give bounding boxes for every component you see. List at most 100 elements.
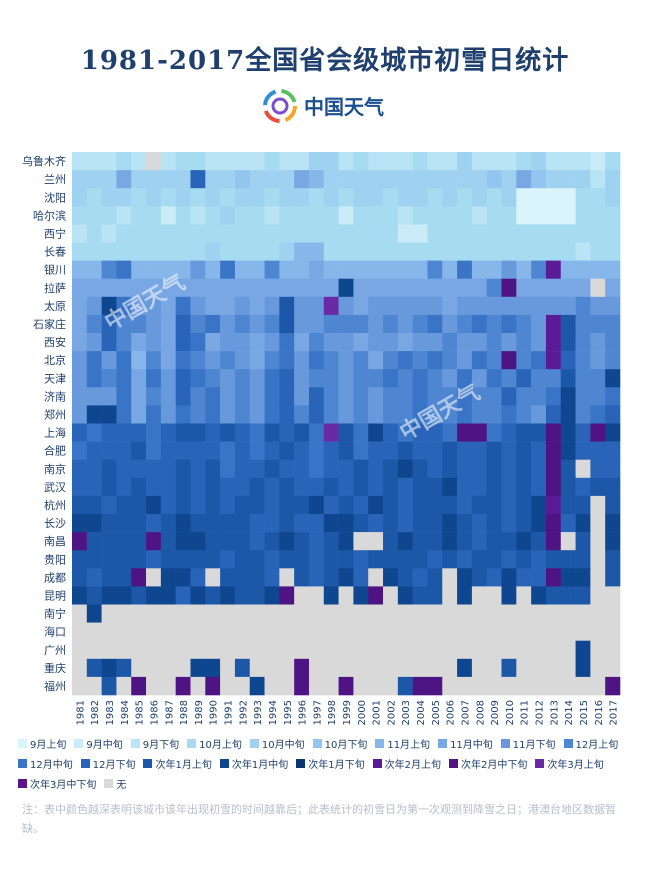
heatmap-cell: [605, 351, 621, 370]
heatmap-cell: [175, 170, 191, 189]
heatmap-cell: [72, 369, 88, 388]
heatmap-cell: [471, 152, 487, 171]
heatmap-cell: [338, 351, 354, 370]
heatmap-cell: [486, 477, 502, 497]
heatmap-cell: [575, 152, 591, 171]
heatmap-cell: [146, 604, 162, 623]
heatmap-cell: [101, 278, 117, 298]
heatmap-cell: [249, 604, 265, 623]
heatmap-cell: [86, 532, 102, 551]
heatmap-cell: [264, 188, 280, 207]
heatmap-cell: [86, 604, 102, 623]
china-weather-logo-icon: [263, 89, 297, 123]
heatmap-cell: [279, 550, 295, 569]
heatmap-cell: [308, 477, 325, 497]
heatmap-cell: [457, 351, 473, 370]
heatmap-cell: [353, 477, 369, 497]
heatmap-cell: [294, 152, 310, 171]
heatmap-cell: [412, 477, 428, 497]
heatmap-cell: [249, 405, 265, 424]
heatmap-cell: [116, 459, 132, 479]
heatmap-cell: [279, 333, 295, 352]
heatmap-cell: [101, 206, 117, 225]
heatmap-cell: [545, 314, 562, 334]
heatmap-cell: [116, 242, 132, 261]
y-tick-label: 西宁: [44, 226, 66, 240]
heatmap-cell: [457, 550, 473, 569]
heatmap-cell: [205, 387, 221, 406]
heatmap-cell: [131, 314, 147, 334]
heatmap-cell: [323, 640, 339, 660]
heatmap-cell: [323, 441, 339, 460]
heatmap-cell: [234, 387, 251, 406]
heatmap-cell: [249, 152, 265, 171]
heatmap-cell: [308, 405, 325, 424]
legend-item: 9月上旬: [18, 736, 66, 751]
heatmap-cell: [427, 314, 443, 334]
heatmap-cell: [501, 441, 517, 460]
heatmap-cell: [323, 351, 339, 370]
heatmap-cell: [457, 170, 473, 189]
heatmap-cell: [205, 604, 221, 623]
heatmap-cell: [220, 441, 236, 460]
heatmap-cell: [427, 387, 443, 406]
heatmap-cell: [471, 640, 487, 660]
heatmap-cell: [264, 296, 280, 316]
heatmap-cell: [531, 459, 547, 479]
heatmap-cell: [294, 224, 310, 243]
heatmap-cell: [368, 604, 384, 623]
heatmap-cell: [160, 532, 176, 551]
heatmap-cell: [308, 206, 325, 225]
heatmap-cell: [323, 206, 339, 225]
heatmap-cell: [131, 170, 147, 189]
x-tick-label: 1990: [209, 700, 220, 725]
heatmap-cell: [146, 351, 162, 370]
y-tick-label: 成都: [44, 571, 66, 584]
heatmap-cell: [72, 622, 88, 641]
heatmap-cell: [72, 423, 88, 442]
heatmap-cell: [353, 676, 369, 696]
heatmap-cell: [427, 658, 443, 678]
heatmap-cell: [220, 532, 236, 551]
heatmap-cell: [175, 423, 191, 442]
heatmap-cell: [605, 260, 621, 279]
heatmap-cell: [397, 459, 413, 479]
x-tick-label: 2000: [357, 700, 368, 725]
heatmap-cell: [383, 351, 399, 370]
heatmap-cell: [412, 242, 428, 261]
heatmap-cell: [427, 676, 443, 696]
heatmap-cell: [590, 387, 606, 406]
heatmap-cell: [72, 206, 88, 225]
heatmap-cell: [442, 351, 458, 370]
heatmap-cell: [457, 441, 473, 460]
heatmap-cell: [397, 206, 413, 225]
heatmap-cell: [531, 206, 547, 225]
heatmap-cell: [338, 224, 354, 243]
heatmap-cell: [86, 224, 102, 243]
heatmap-cell: [234, 495, 251, 515]
heatmap-cell: [220, 351, 236, 370]
heatmap-cell: [264, 260, 280, 279]
legend-swatch: [312, 738, 322, 748]
heatmap-cell: [160, 622, 176, 641]
heatmap-cell: [205, 622, 221, 641]
heatmap-cell: [160, 314, 176, 334]
heatmap-cell: [412, 568, 428, 587]
heatmap-cell: [397, 314, 413, 334]
heatmap-cell: [294, 640, 310, 660]
heatmap-cell: [308, 622, 325, 641]
heatmap-cell: [397, 152, 413, 171]
heatmap-cell: [590, 568, 606, 587]
heatmap-cell: [353, 387, 369, 406]
heatmap-cell: [249, 441, 265, 460]
heatmap-cell: [397, 405, 413, 424]
y-tick-label: 福州: [44, 679, 66, 693]
heatmap-cell: [383, 188, 399, 207]
heatmap-cell: [383, 441, 399, 460]
heatmap-cell: [575, 676, 591, 696]
heatmap-cell: [131, 532, 147, 551]
heatmap-cell: [457, 369, 473, 388]
heatmap-cell: [590, 586, 606, 605]
heatmap-cell: [264, 550, 280, 569]
heatmap-cell: [545, 296, 562, 316]
